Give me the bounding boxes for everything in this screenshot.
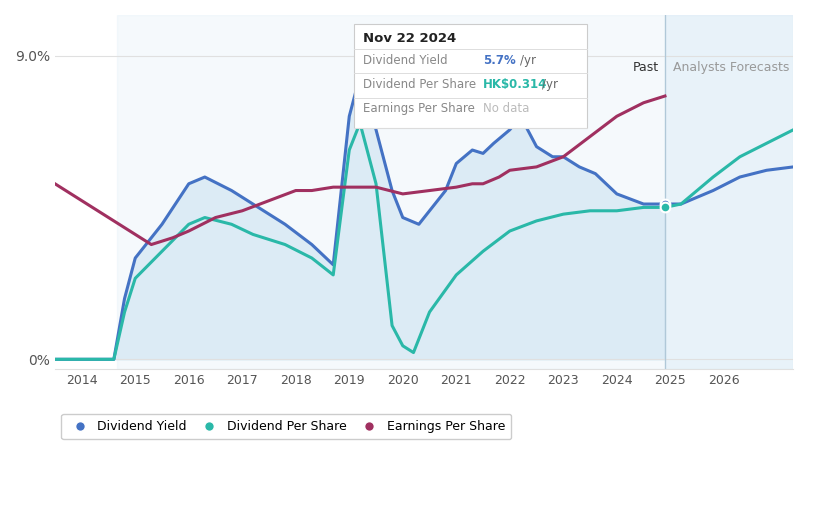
Legend: Dividend Yield, Dividend Per Share, Earnings Per Share: Dividend Yield, Dividend Per Share, Earn… bbox=[62, 414, 511, 439]
Bar bbox=[117, 15, 665, 369]
FancyBboxPatch shape bbox=[354, 24, 587, 129]
Text: Dividend Yield: Dividend Yield bbox=[363, 54, 447, 67]
Bar bbox=[665, 15, 793, 369]
Text: /yr: /yr bbox=[521, 54, 536, 67]
Text: /yr: /yr bbox=[543, 78, 558, 91]
Text: Earnings Per Share: Earnings Per Share bbox=[363, 102, 475, 115]
Text: 5.7%: 5.7% bbox=[484, 54, 516, 67]
Text: Nov 22 2024: Nov 22 2024 bbox=[363, 31, 456, 45]
Text: HK$0.314: HK$0.314 bbox=[484, 78, 548, 91]
Text: Dividend Per Share: Dividend Per Share bbox=[363, 78, 476, 91]
Text: Analysts Forecasts: Analysts Forecasts bbox=[673, 60, 789, 74]
Text: No data: No data bbox=[484, 102, 530, 115]
Text: Past: Past bbox=[632, 60, 658, 74]
